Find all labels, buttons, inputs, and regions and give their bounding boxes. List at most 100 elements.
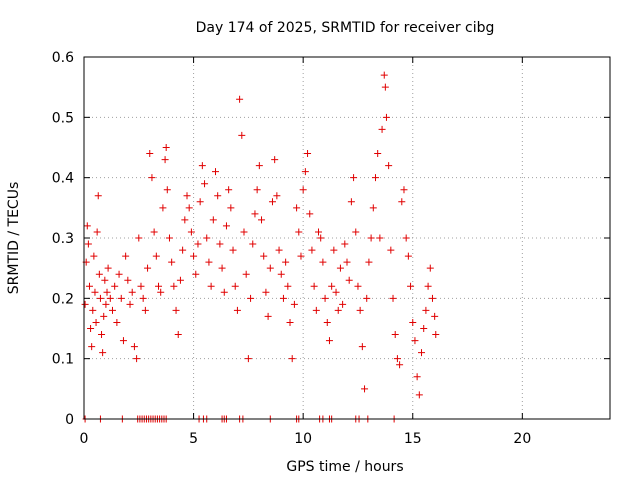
data-point [207,282,215,290]
data-point [159,204,167,212]
data-point [98,331,106,339]
data-point [229,246,237,254]
data-point [88,343,96,351]
data-point [222,222,230,230]
data-point [295,228,303,236]
data-point [249,240,257,248]
data-point [236,95,244,103]
data-point [100,312,108,320]
data-point [330,246,338,254]
data-point [87,325,95,332]
data-point [218,264,226,272]
data-point [212,168,219,176]
data-point [179,246,187,254]
data-point [93,228,101,236]
data-point [334,306,342,314]
data-point [209,216,217,224]
data-point [170,282,178,290]
data-point [148,174,156,182]
data-point [96,294,104,302]
data-point [361,385,369,393]
data-point [83,222,91,230]
data-point [325,337,333,345]
data-point [284,282,292,290]
data-point [264,312,272,320]
data-point [90,252,98,260]
data-point [205,258,213,266]
data-point [363,294,371,302]
data-point [81,300,89,308]
data-point [424,282,432,290]
data-point [321,294,329,302]
data-point [203,234,211,242]
tick-labels: 0 0.1 0.2 0.3 0.4 0.5 0.6 0 5 10 15 20 [52,50,532,447]
data-point [286,318,294,326]
data-point [141,306,149,314]
data-point [262,288,270,296]
data-point [407,282,415,290]
data-point [350,174,358,182]
y-tick-label: 0.1 [52,352,74,368]
data-point [84,240,92,248]
data-point [328,282,336,290]
data-point [271,156,279,164]
data-point [411,337,419,345]
data-point [194,240,202,248]
data-point [288,355,296,363]
data-point [201,180,209,188]
data-point [146,150,154,158]
data-point [297,252,305,260]
x-tick-label: 10 [294,431,312,447]
data-point [139,294,147,302]
data-point [413,373,421,381]
data-point [301,168,309,176]
data-point [187,228,195,236]
data-point [339,300,347,308]
data-point [293,204,301,212]
data-point [317,234,325,242]
data-point [258,216,266,224]
chart-title: Day 174 of 2025, SRMTID for receiver cib… [196,20,495,36]
data-point [409,318,417,326]
data-point [144,264,152,272]
data-point [128,288,136,296]
data-point [428,294,436,302]
data-point [306,210,314,218]
data-point [371,174,379,182]
data-point [172,306,180,314]
data-point [103,288,111,296]
data-point [238,131,246,139]
data-point [225,186,233,194]
data-point [376,234,384,242]
data-point [400,186,408,194]
data-point [422,306,430,314]
data-point [404,252,412,260]
data-point [99,349,107,357]
data-point [266,264,274,272]
data-point [150,228,158,236]
data-point [299,186,307,194]
data-point [108,306,116,314]
data-point [130,343,138,351]
data-point [255,162,263,170]
data-point [198,162,206,170]
data-point [104,264,112,272]
data-point [420,325,428,332]
data-point [247,294,255,302]
data-point [89,306,97,314]
data-point [233,306,241,314]
data-point [389,294,397,302]
data-point [216,240,224,248]
data-point [240,228,248,236]
y-tick-label: 0 [65,412,74,428]
data-point [393,355,401,363]
data-point [282,258,290,266]
data-point [183,192,191,200]
data-point [365,258,373,266]
data-point [378,125,386,133]
data-point [347,198,355,206]
x-tick-label: 20 [513,431,531,447]
data-point [102,300,110,308]
